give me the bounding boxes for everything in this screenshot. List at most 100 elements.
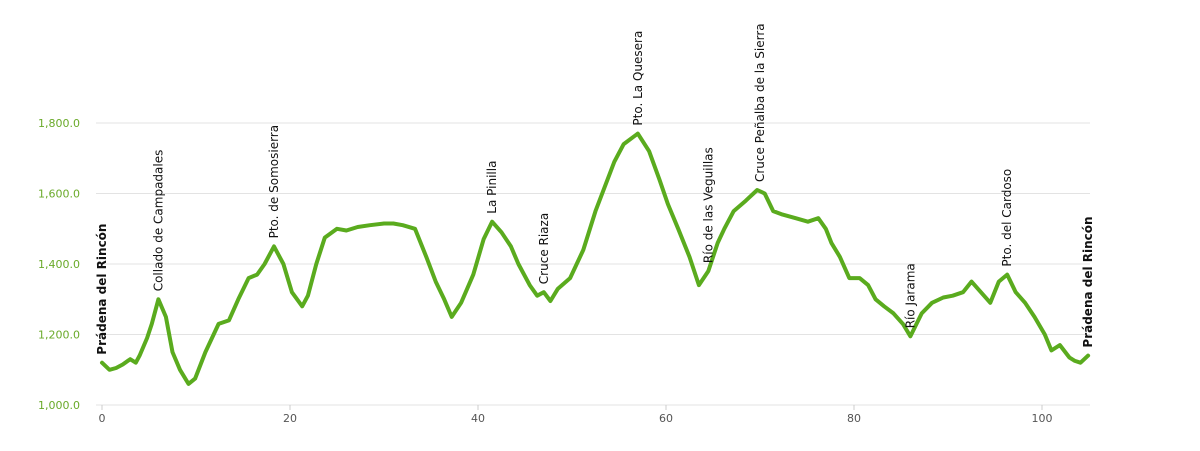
- elevation-point: [1050, 349, 1053, 352]
- elevation-point: [323, 236, 326, 239]
- elevation-point: [414, 227, 416, 230]
- elevation-point: [677, 227, 680, 230]
- elevation-point: [980, 291, 982, 294]
- waypoint-label: Río Jarama: [903, 263, 917, 328]
- elevation-point: [157, 298, 160, 301]
- x-tick-label: 0: [99, 412, 106, 425]
- waypoint-labels: Prádena del Rincón Collado de Campadales P…: [95, 23, 1095, 354]
- elevation-point: [883, 305, 885, 308]
- elevation-point: [763, 192, 766, 195]
- waypoint-label: Prádena del Rincón: [95, 224, 109, 355]
- elevation-point: [263, 263, 266, 265]
- elevation-point: [817, 217, 820, 219]
- elevation-point: [582, 249, 585, 251]
- elevation-point: [1014, 291, 1017, 294]
- elevation-point: [732, 210, 735, 212]
- elevation-point: [1033, 316, 1036, 318]
- elevation-point: [402, 224, 404, 227]
- elevation-point: [482, 238, 485, 241]
- elevation-point: [356, 226, 359, 228]
- x-tick-label: 100: [1032, 412, 1053, 425]
- elevation-point: [179, 368, 181, 371]
- elevation-point: [517, 263, 520, 265]
- elevation-point: [858, 277, 861, 279]
- y-axis-ticks: 1,000.0 1,200.0 1,400.0 1,600.0 1,800.0: [38, 117, 80, 412]
- elevation-point: [781, 213, 784, 216]
- elevation-point: [637, 132, 639, 135]
- elevation-point: [1044, 333, 1046, 336]
- elevation-point: [138, 354, 141, 357]
- elevation-point: [434, 280, 437, 283]
- x-tick-label: 40: [471, 412, 485, 425]
- elevation-point: [460, 301, 462, 304]
- waypoint-label: Pto. La Quesera: [631, 31, 645, 126]
- waypoint-label: Cruce Peñalba de la Sierra: [753, 23, 767, 182]
- elevation-point: [307, 294, 309, 297]
- elevation-point: [951, 294, 954, 297]
- y-tick-label: 1,000.0: [38, 399, 80, 412]
- elevation-point: [472, 273, 475, 276]
- elevation-point: [920, 312, 923, 315]
- elevation-point: [648, 150, 650, 152]
- elevation-point: [549, 300, 552, 302]
- y-tick-label: 1,600.0: [38, 188, 80, 201]
- elevation-point: [392, 222, 395, 225]
- elevation-line: [100, 131, 1091, 386]
- elevation-point: [723, 227, 726, 230]
- elevation-point: [151, 323, 153, 325]
- x-tick-label: 80: [847, 412, 861, 425]
- elevation-point: [756, 189, 758, 191]
- elevation-point: [282, 263, 285, 265]
- elevation-point: [129, 358, 131, 360]
- y-tick-label: 1,800.0: [38, 117, 80, 130]
- elevation-point: [217, 323, 220, 325]
- elevation-point: [839, 256, 841, 258]
- elevation-point: [848, 277, 851, 279]
- elevation-point: [931, 301, 933, 304]
- elevation-point: [187, 383, 190, 385]
- elevation-point: [997, 280, 1000, 283]
- x-axis-ticks: 0 20 40 60 80 100: [99, 405, 1053, 425]
- elevation-point: [1068, 356, 1071, 359]
- elevation-point: [450, 316, 453, 318]
- elevation-point: [345, 229, 348, 232]
- elevation-point: [1024, 301, 1026, 304]
- elevation-point: [443, 298, 445, 301]
- waypoint-label: Pto. de Somosierra: [267, 125, 281, 238]
- elevation-point: [970, 280, 973, 283]
- elevation-point: [794, 217, 797, 219]
- elevation-point: [830, 242, 833, 244]
- elevation-point: [902, 323, 904, 325]
- elevation-point: [1059, 344, 1061, 346]
- elevation-point: [273, 245, 275, 248]
- elevation-point: [557, 287, 559, 290]
- elevation-point: [165, 316, 167, 318]
- elevation-point: [204, 351, 207, 353]
- elevation-point: [867, 284, 869, 286]
- elevation-point: [989, 301, 992, 304]
- elevation-point: [942, 296, 945, 299]
- elevation-point: [121, 363, 124, 366]
- elevation-point: [1006, 273, 1009, 276]
- elevation-point: [543, 291, 545, 294]
- elevation-point: [425, 256, 428, 258]
- elevation-point: [256, 273, 258, 276]
- elevation-point: [1087, 354, 1089, 357]
- elevation-point: [108, 368, 111, 371]
- elevation-point: [135, 361, 137, 364]
- elevation-point: [500, 231, 503, 234]
- elevation-point: [909, 335, 912, 338]
- elevation-point: [594, 210, 597, 212]
- elevation-point: [491, 220, 493, 223]
- series-line-group: [100, 131, 1091, 386]
- waypoint-label: Collado de Campadales: [151, 150, 165, 292]
- elevation-point: [688, 256, 691, 258]
- elevation-point: [1074, 360, 1076, 362]
- elevation-point: [383, 222, 385, 225]
- elevation-point: [101, 361, 103, 364]
- elevation-point: [336, 227, 338, 230]
- elevation-point: [237, 298, 240, 301]
- elevation-point: [892, 312, 895, 315]
- x-tick-label: 60: [659, 412, 673, 425]
